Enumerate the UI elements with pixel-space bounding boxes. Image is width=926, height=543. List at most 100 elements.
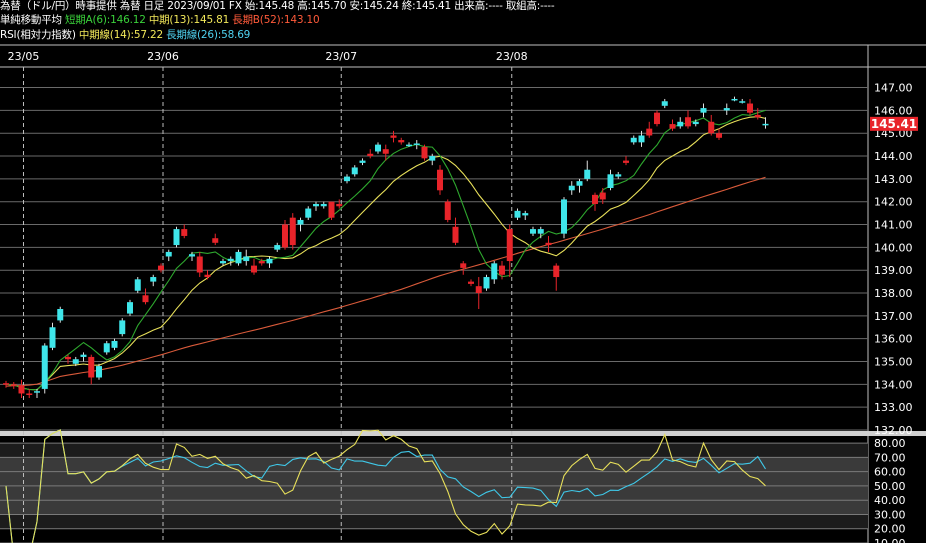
- rsi-band: [0, 500, 868, 515]
- candle-body: [181, 229, 188, 236]
- candle-body: [522, 213, 529, 216]
- candle-body: [103, 343, 110, 353]
- ma-long-legend: 長期B(52):143.10: [232, 14, 320, 26]
- candle-body: [204, 274, 211, 278]
- price-tick-label: 146.00: [874, 104, 913, 117]
- candle-body: [692, 121, 699, 125]
- candle-body: [258, 261, 265, 264]
- rsi-tick-label: 10.00: [874, 537, 906, 543]
- candle-body: [685, 117, 691, 127]
- candle-body: [80, 354, 87, 357]
- price-tick-label: 138.00: [874, 287, 913, 300]
- price-tick-label: 135.00: [874, 356, 913, 369]
- last-price-label: 145.41: [871, 117, 917, 131]
- candle-body: [65, 356, 71, 360]
- candle-body: [421, 146, 428, 159]
- candle-body: [227, 258, 234, 262]
- candle-body: [34, 391, 40, 393]
- candle-body: [592, 194, 598, 204]
- price-tick-label: 142.00: [874, 196, 913, 209]
- rsi-mid-legend: 中期線(14):57.22: [78, 29, 163, 41]
- rsi-tick-label: 50.00: [874, 480, 906, 493]
- candle-body: [173, 229, 180, 246]
- price-tick-label: 136.00: [874, 333, 913, 346]
- candle-body: [545, 242, 552, 246]
- candle-body: [10, 384, 17, 386]
- candle-body: [561, 199, 567, 234]
- candle-body: [289, 217, 296, 246]
- ma-mid-line: [5, 116, 766, 391]
- candle-body: [437, 169, 443, 191]
- month-label: 23/06: [147, 50, 179, 63]
- candle-body: [274, 245, 281, 250]
- ma-long-line: [5, 176, 766, 387]
- rsi-legend-title: RSI(相対力指数): [0, 29, 76, 41]
- price-tick-label: 139.00: [874, 264, 913, 277]
- rsi-mid-line: [5, 429, 766, 543]
- candle-body: [3, 383, 9, 385]
- ma-legend: 単純移動平均 短期A(6):146.12 中期(13):145.81 長期B(5…: [0, 14, 320, 27]
- candle-body: [96, 366, 102, 378]
- candle-body: [716, 133, 722, 138]
- rsi-band: [0, 471, 868, 486]
- rsi-band: [0, 514, 868, 529]
- candle-body: [499, 265, 505, 275]
- candle-body: [413, 143, 420, 145]
- candle-body: [468, 281, 474, 284]
- candle-body: [530, 229, 536, 234]
- candle-body: [313, 203, 319, 207]
- candle-body: [57, 309, 64, 321]
- candle-body: [26, 393, 33, 395]
- candle-body: [452, 226, 459, 243]
- last-price-box: [870, 116, 918, 131]
- candle-body: [18, 385, 25, 394]
- candle-body: [398, 140, 405, 143]
- candle-body: [406, 144, 412, 147]
- candle-body: [537, 229, 544, 234]
- rsi-tick-label: 40.00: [874, 494, 906, 507]
- candle-body: [514, 210, 521, 218]
- candle-body: [41, 345, 48, 389]
- candle-body: [390, 135, 397, 138]
- month-label: 23/05: [8, 50, 40, 63]
- candle-body: [607, 174, 614, 188]
- price-tick-label: 143.00: [874, 173, 913, 186]
- ma-mid-legend: 中期(13):145.81: [148, 14, 230, 26]
- candle-body: [119, 320, 126, 335]
- candle-body: [747, 103, 753, 113]
- pane-separator: [0, 431, 926, 436]
- candle-body: [584, 169, 591, 179]
- candle-body: [243, 256, 250, 262]
- ma-legend-title: 単純移動平均: [0, 14, 62, 26]
- candle-body: [754, 114, 761, 118]
- candle-body: [351, 167, 358, 175]
- candle-body: [282, 224, 288, 248]
- candle-body: [615, 174, 622, 177]
- candle-body: [88, 356, 95, 378]
- candle-body: [158, 265, 164, 271]
- price-tick-label: 144.00: [874, 150, 913, 163]
- candle-body: [367, 153, 374, 157]
- candle-body: [475, 286, 482, 294]
- candle-body: [336, 203, 343, 207]
- candle-body: [72, 359, 79, 364]
- price-tick-label: 141.00: [874, 219, 913, 232]
- candle-body: [134, 279, 141, 291]
- price-tick-label: 134.00: [874, 378, 913, 391]
- candle-body: [460, 263, 467, 268]
- candle-body: [429, 156, 436, 161]
- candle-body: [297, 219, 304, 225]
- candle-body: [165, 251, 172, 257]
- candle-body: [305, 208, 312, 218]
- candle-body: [723, 108, 730, 111]
- month-label: 23/07: [325, 50, 357, 63]
- rsi-long-legend: 長期線(26):58.69: [166, 29, 251, 41]
- candle-body: [150, 277, 157, 282]
- candle-body: [49, 327, 56, 348]
- candle-body: [491, 263, 498, 280]
- candle-body: [344, 176, 350, 182]
- candle-body: [127, 302, 133, 314]
- candle-body: [661, 101, 668, 106]
- candle-body: [646, 128, 653, 136]
